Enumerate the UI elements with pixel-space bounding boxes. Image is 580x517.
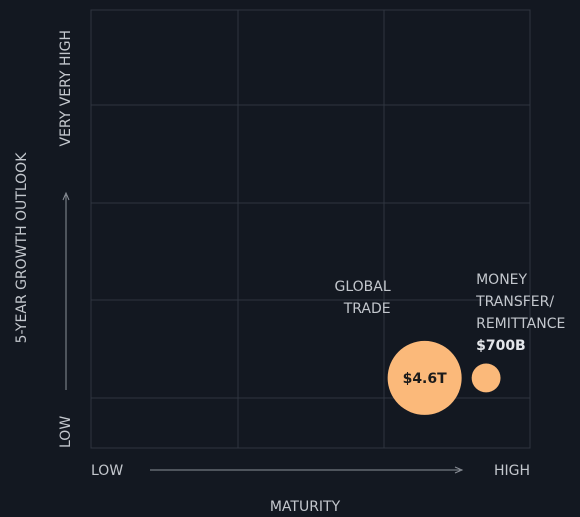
x-arrow-head (454, 466, 464, 474)
grid (90, 9, 531, 449)
bubble-value-label: $700B (476, 338, 526, 354)
bubble-label: REMITTANCE (476, 316, 565, 332)
bubble-label: TRANSFER/ (475, 294, 554, 310)
y-tick-label: VERY VERY HIGH (58, 30, 74, 147)
plot-frame (90, 9, 531, 449)
y-tick-label: LOW (58, 416, 74, 448)
bubble-value-label: $4.6T (403, 371, 448, 387)
bubble (471, 363, 501, 393)
x-axis-title: MATURITY (270, 499, 341, 515)
bubble-label: TRADE (343, 301, 391, 317)
y-arrow-head (62, 191, 70, 201)
bubble-label: MONEY (476, 272, 527, 288)
y-axis-title: 5-YEAR GROWTH OUTLOOK (14, 152, 30, 344)
bubble-label: GLOBAL (334, 279, 390, 295)
bubble (387, 340, 462, 415)
axis-arrows (62, 191, 464, 474)
x-tick-label: HIGH (494, 463, 530, 479)
x-tick-label: LOW (91, 463, 123, 479)
